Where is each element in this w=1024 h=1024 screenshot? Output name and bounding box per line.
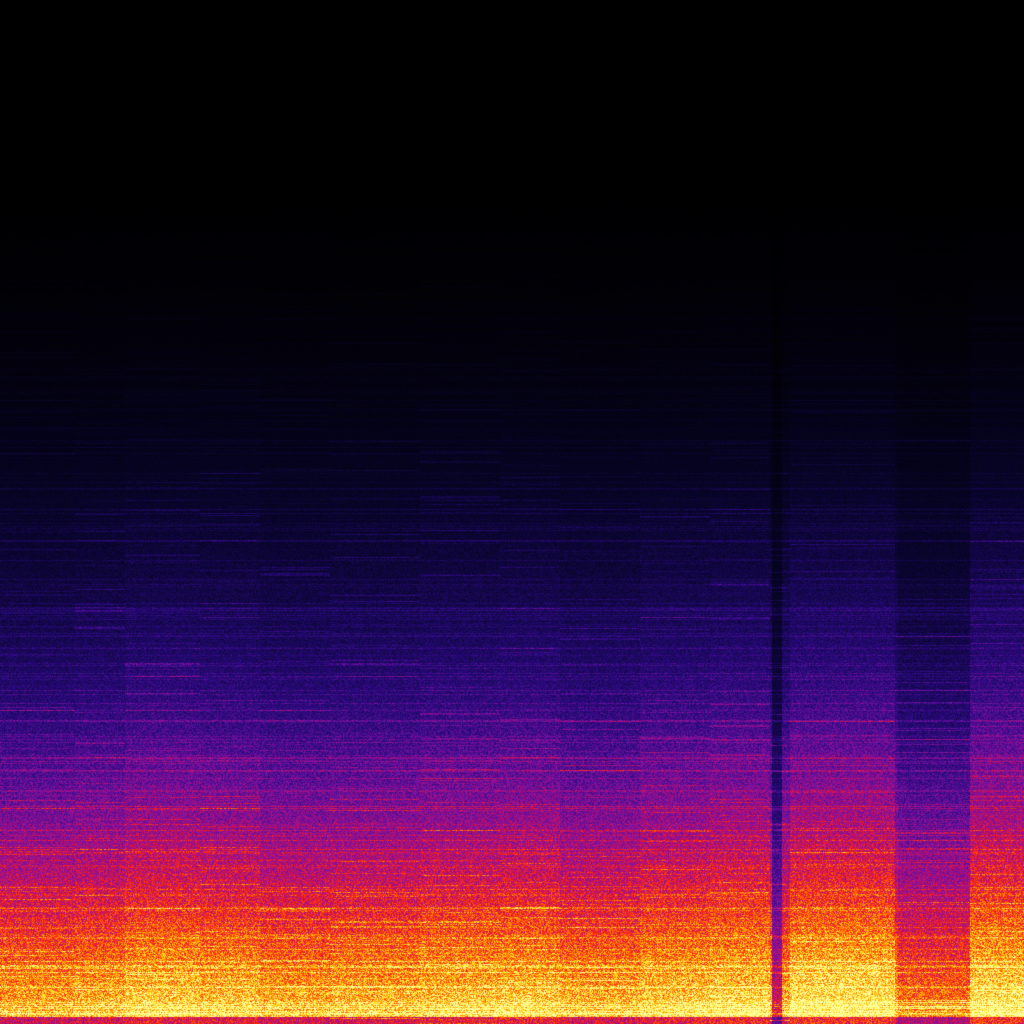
spectrogram-heatmap	[0, 0, 1024, 1024]
